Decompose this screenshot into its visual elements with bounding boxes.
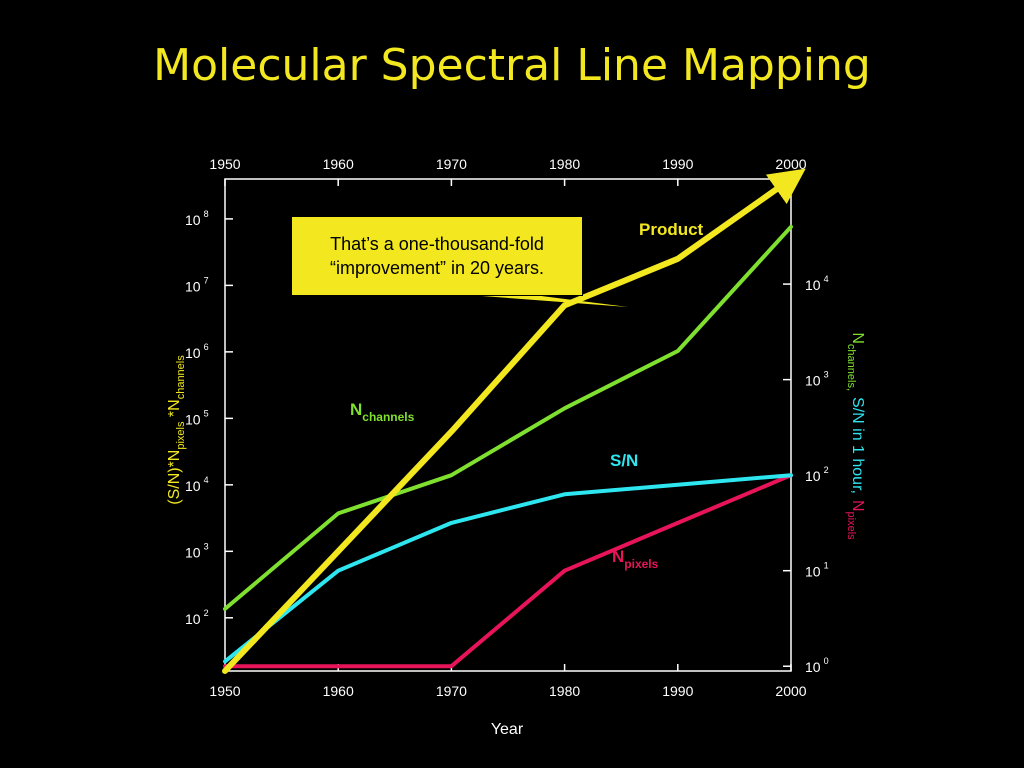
- x-tick-label-top: 1950: [209, 156, 240, 172]
- right-tick-label: 10 2: [805, 465, 829, 484]
- x-tick-label-bottom: 1980: [549, 683, 580, 699]
- left-tick-label: 10 3: [185, 541, 209, 560]
- series-lines: [222, 168, 806, 674]
- x-tick-label-bottom: 1970: [436, 683, 467, 699]
- left-axis-title: (S/N)*Npixels *Nchannels: [166, 355, 187, 505]
- x-tick-label-bottom: 1960: [323, 683, 354, 699]
- right-tick-label: 10 1: [805, 561, 829, 580]
- callout-line-2: “improvement” in 20 years.: [329, 258, 545, 278]
- right-axis-title: Nchannels,S/N in 1 hour,Npixels: [845, 332, 866, 540]
- svg-text:Nchannels,S/N in 1 hour,Npixel: Nchannels,S/N in 1 hour,Npixels: [845, 332, 866, 540]
- label-s-n: S/N: [610, 451, 638, 470]
- x-axis-title: Year: [491, 721, 524, 738]
- right-tick-label: 10 4: [805, 274, 829, 293]
- label-n-channels: Nchannels: [350, 400, 415, 424]
- x-ticks: 1950 1950 1960 1960 1970 1970 1980 1980 1990 1990…: [209, 156, 806, 699]
- left-tick-label: 10 7: [185, 275, 209, 294]
- x-tick-label-top: 1970: [436, 156, 467, 172]
- series-line-product: [222, 168, 806, 674]
- left-tick-label: 10 6: [185, 342, 209, 361]
- x-tick-label-bottom: 1950: [209, 683, 240, 699]
- improvement-callout: That’s a one-thousand-fold “improvement”…: [291, 216, 583, 296]
- x-tick-label-bottom: 2000: [775, 683, 806, 699]
- series-labels: Product Nchannels S/N Npixels: [350, 220, 704, 571]
- x-tick-label-top: 1980: [549, 156, 580, 172]
- left-tick-label: 10 8: [185, 209, 209, 228]
- left-tick-label: 10 4: [185, 475, 209, 494]
- right-tick-label: 10 3: [805, 370, 829, 389]
- plot-frame: [224, 178, 792, 672]
- svg-text:(S/N)*Npixels *Nchannels: (S/N)*Npixels *Nchannels: [166, 355, 187, 505]
- x-tick-label-bottom: 1990: [662, 683, 693, 699]
- label-product: Product: [639, 220, 704, 239]
- left-tick-label: 10 5: [185, 408, 209, 427]
- x-tick-label-top: 1990: [662, 156, 693, 172]
- label-n-pixels: Npixels: [612, 547, 659, 571]
- right-tick-label: 10 0: [805, 656, 829, 675]
- x-tick-label-top: 1960: [323, 156, 354, 172]
- series-line-n-pixels: [223, 473, 793, 669]
- left-tick-label: 10 2: [185, 608, 209, 627]
- callout-line-1: That’s a one-thousand-fold: [330, 234, 544, 254]
- slide-title: Molecular Spectral Line Mapping: [153, 40, 871, 91]
- x-tick-label-top: 2000: [775, 156, 806, 172]
- series-line-n-channels: [223, 224, 793, 611]
- series-line-s-n: [223, 473, 793, 664]
